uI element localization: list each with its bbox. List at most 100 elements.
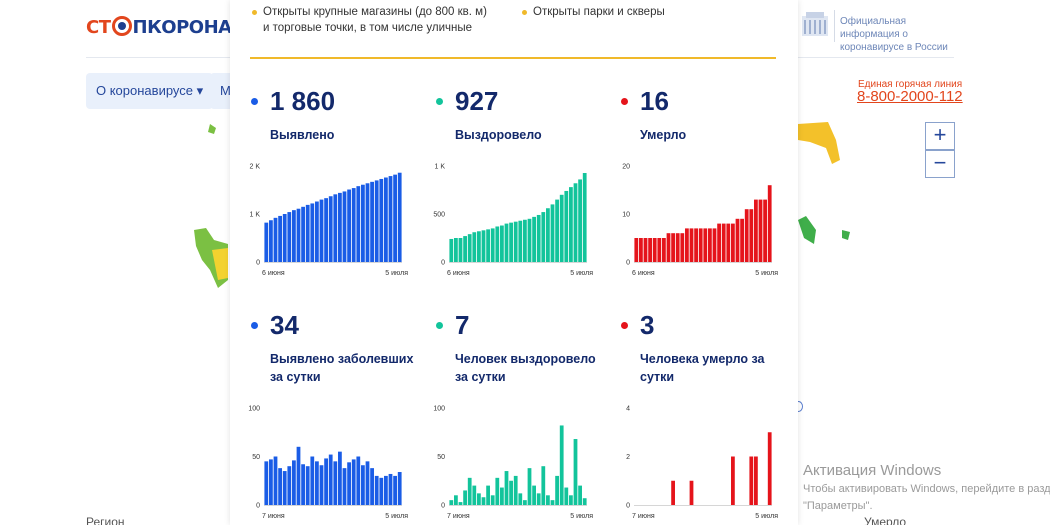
chart-bar[interactable] bbox=[310, 203, 315, 262]
chart-bar[interactable] bbox=[481, 230, 486, 262]
chart-bar[interactable] bbox=[328, 454, 333, 505]
chart-bar[interactable] bbox=[333, 194, 338, 262]
chart-bar[interactable] bbox=[504, 471, 509, 505]
chart-bar[interactable] bbox=[740, 218, 744, 262]
chart-bar[interactable] bbox=[264, 222, 269, 262]
chart-bar[interactable] bbox=[463, 490, 467, 505]
chart-bar[interactable] bbox=[735, 218, 740, 262]
chart-bar[interactable] bbox=[393, 174, 397, 262]
chart-bar[interactable] bbox=[523, 500, 527, 505]
chart-bar[interactable] bbox=[767, 185, 772, 262]
chart-bar[interactable] bbox=[527, 218, 532, 262]
chart-bar[interactable] bbox=[393, 475, 397, 505]
chart-bar[interactable] bbox=[536, 214, 541, 262]
chart-bar[interactable] bbox=[296, 208, 301, 262]
chart-bar[interactable] bbox=[472, 485, 477, 505]
chart-bar[interactable] bbox=[564, 190, 569, 262]
chart-bar[interactable] bbox=[384, 177, 388, 262]
chart-bar[interactable] bbox=[296, 446, 301, 505]
chart-bar[interactable] bbox=[731, 456, 735, 506]
chart-bar[interactable] bbox=[379, 178, 384, 262]
chart-bar[interactable] bbox=[449, 500, 454, 505]
chart-bar[interactable] bbox=[287, 212, 292, 262]
chart-bar[interactable] bbox=[351, 188, 356, 262]
chart-bar[interactable] bbox=[319, 465, 324, 505]
chart-bar[interactable] bbox=[509, 480, 513, 505]
chart-bar[interactable] bbox=[370, 181, 374, 262]
chart-bar[interactable] bbox=[397, 172, 402, 262]
chart-bar[interactable] bbox=[495, 477, 500, 505]
chart-bar[interactable] bbox=[292, 460, 296, 505]
chart-bar[interactable] bbox=[754, 199, 758, 262]
chart-bar[interactable] bbox=[397, 472, 402, 505]
chart-bar[interactable] bbox=[310, 456, 315, 506]
chart-bar[interactable] bbox=[287, 466, 292, 505]
chart-bar[interactable] bbox=[582, 173, 587, 262]
chart-bar[interactable] bbox=[763, 199, 767, 262]
chart-bar[interactable] bbox=[472, 232, 477, 262]
chart-bar[interactable] bbox=[643, 238, 648, 262]
chart-bar[interactable] bbox=[305, 466, 310, 505]
chart-bar[interactable] bbox=[449, 238, 454, 262]
chart-bar[interactable] bbox=[726, 223, 731, 262]
chart-bar[interactable] bbox=[361, 184, 365, 262]
chart-bar[interactable] bbox=[467, 477, 472, 505]
chart-bar[interactable] bbox=[338, 192, 342, 262]
chart-bar[interactable] bbox=[356, 186, 361, 262]
chart-bar[interactable] bbox=[721, 223, 726, 262]
chart-bar[interactable] bbox=[518, 220, 523, 262]
chart-bar[interactable] bbox=[347, 189, 351, 262]
chart-bar[interactable] bbox=[481, 497, 486, 505]
chart-bar[interactable] bbox=[559, 194, 564, 262]
chart-bar[interactable] bbox=[712, 228, 717, 262]
chart-bar[interactable] bbox=[634, 238, 639, 262]
chart-bar[interactable] bbox=[495, 226, 500, 262]
chart-bar[interactable] bbox=[657, 238, 662, 262]
chart-bar[interactable] bbox=[338, 451, 342, 505]
chart-bar[interactable] bbox=[315, 201, 319, 262]
chart-bar[interactable] bbox=[500, 225, 504, 262]
chart-bar[interactable] bbox=[744, 209, 749, 262]
chart-bar[interactable] bbox=[504, 223, 509, 262]
chart-bar[interactable] bbox=[569, 495, 573, 505]
chart-bar[interactable] bbox=[527, 468, 532, 505]
chart-bar[interactable] bbox=[458, 502, 463, 505]
chart-bar[interactable] bbox=[559, 425, 564, 505]
zoom-in-button[interactable]: + bbox=[925, 122, 955, 150]
chart-bar[interactable] bbox=[523, 219, 527, 262]
chart-bar[interactable] bbox=[324, 198, 328, 262]
chart-bar[interactable] bbox=[685, 228, 689, 262]
chart-bar[interactable] bbox=[365, 183, 370, 262]
chart-bar[interactable] bbox=[675, 233, 680, 262]
chart-bar[interactable] bbox=[361, 465, 365, 505]
chart-bar[interactable] bbox=[546, 495, 550, 505]
chart-bar[interactable] bbox=[698, 228, 703, 262]
chart-bar[interactable] bbox=[463, 236, 467, 262]
chart-bar[interactable] bbox=[758, 199, 763, 262]
gov-info-link[interactable]: Официальная информация о коронавирусе в … bbox=[840, 16, 948, 53]
chart-bar[interactable] bbox=[500, 487, 504, 505]
chart-bar[interactable] bbox=[518, 493, 523, 505]
chart-bar[interactable] bbox=[513, 475, 518, 505]
chart-bar[interactable] bbox=[370, 468, 374, 505]
chart-bar[interactable] bbox=[671, 233, 675, 262]
chart-bar[interactable] bbox=[708, 228, 712, 262]
hotline-number-link[interactable]: 8-800-2000-112 bbox=[857, 88, 963, 105]
chart-bar[interactable] bbox=[282, 471, 287, 505]
chart-bar[interactable] bbox=[582, 498, 587, 505]
chart-bar[interactable] bbox=[319, 199, 324, 262]
chart-bar[interactable] bbox=[573, 439, 578, 505]
chart-bar[interactable] bbox=[301, 206, 305, 262]
chart-bar[interactable] bbox=[301, 464, 305, 505]
chart-bar[interactable] bbox=[569, 187, 573, 262]
chart-bar[interactable] bbox=[754, 456, 758, 506]
chart-bar[interactable] bbox=[477, 493, 481, 505]
chart-bar[interactable] bbox=[264, 461, 269, 505]
chart-bar[interactable] bbox=[509, 222, 513, 262]
chart-bar[interactable] bbox=[315, 461, 319, 505]
chart-bar[interactable] bbox=[536, 493, 541, 505]
chart-bar[interactable] bbox=[384, 475, 388, 505]
chart-bar[interactable] bbox=[694, 228, 698, 262]
chart-bar[interactable] bbox=[541, 466, 546, 505]
chart-bar[interactable] bbox=[305, 204, 310, 262]
